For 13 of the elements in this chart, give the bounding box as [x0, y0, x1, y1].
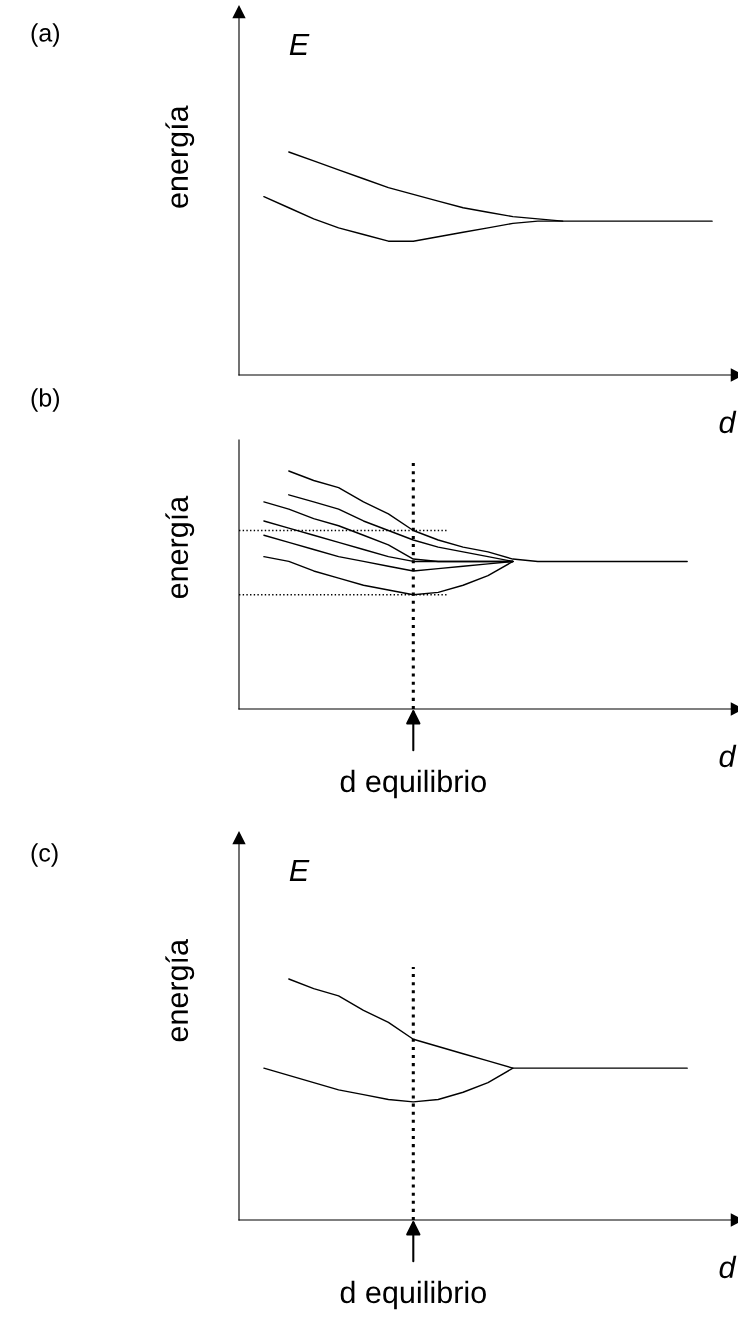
text: (a) — [31, 23, 59, 47]
text: (c) — [31, 843, 58, 867]
text: d equilibrio — [340, 1280, 486, 1310]
y-axis-title: energía — [165, 105, 195, 208]
text: d equilibrio — [340, 769, 486, 799]
text: E — [289, 33, 310, 55]
y-axis-title: energía — [165, 495, 195, 599]
text: E — [289, 859, 310, 881]
x-axis-title: d — [719, 1255, 737, 1279]
x-axis-title: d — [719, 410, 737, 434]
x-axis-title: d — [719, 744, 737, 768]
y-axis-title: energía — [165, 938, 195, 1042]
text: (b) — [31, 388, 59, 412]
